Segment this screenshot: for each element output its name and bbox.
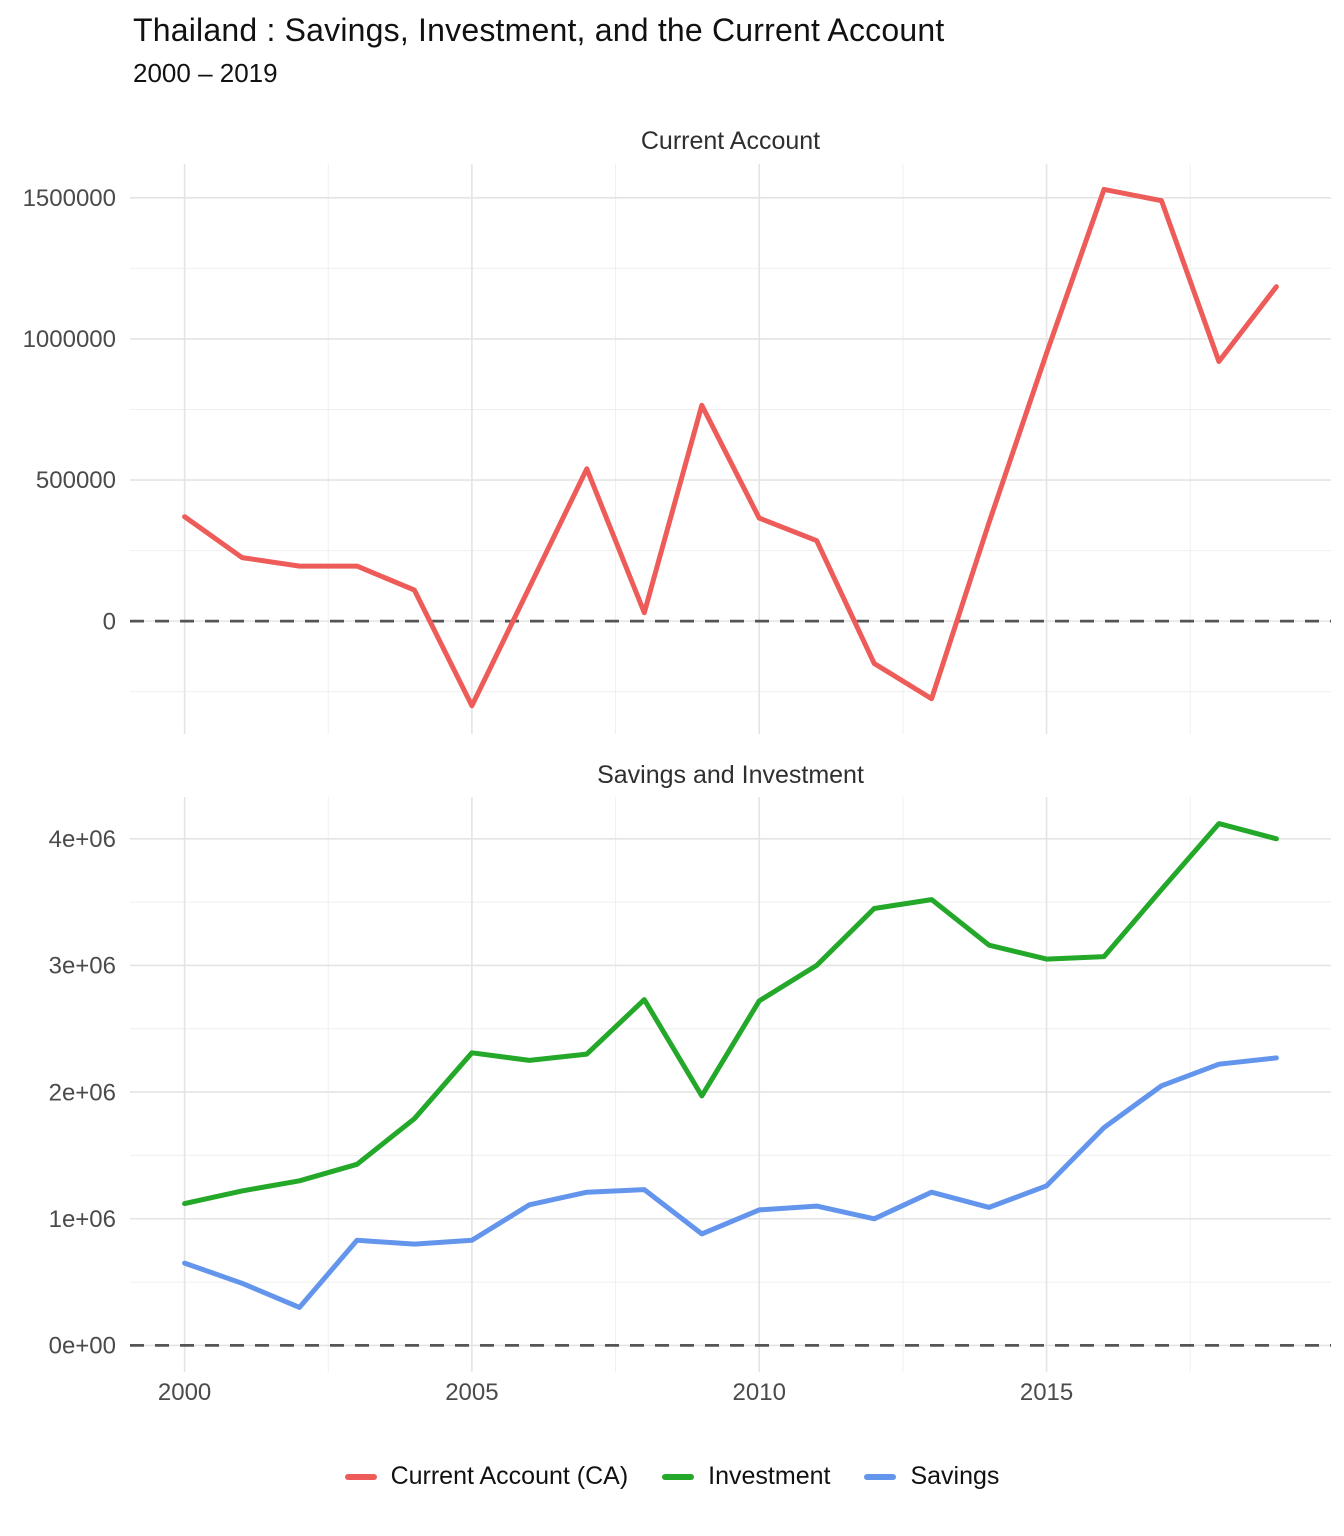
series-line-current-account-ca- <box>182 186 1279 709</box>
x-tick-label: 2000 <box>158 1379 211 1406</box>
y-tick-label: 1500000 <box>23 185 116 212</box>
series-line-investment <box>182 821 1279 1207</box>
legend-item-savings: Savings <box>864 1462 999 1491</box>
page-title: Thailand : Savings, Investment, and the … <box>133 12 945 48</box>
y-tick-label: 3e+06 <box>49 953 116 980</box>
panel-1: 0e+00 1e+06 2e+06 3e+06 4e+06 2000 2005 2010 201… <box>49 797 1331 1406</box>
x-tick-label: 2015 <box>1020 1379 1073 1406</box>
page-subtitle: 2000 – 2019 <box>133 58 278 88</box>
savings-line-swatch <box>864 1473 897 1480</box>
y-tick-label: 500000 <box>36 467 116 494</box>
y-tick-label: 2e+06 <box>49 1079 116 1106</box>
investment-line-swatch <box>662 1473 695 1480</box>
legend-label: Investment <box>708 1462 831 1490</box>
x-tick-label: 2010 <box>733 1379 786 1406</box>
series-line-savings <box>182 1055 1279 1310</box>
y-tick-label: 1000000 <box>23 326 116 353</box>
x-tick-label: 2005 <box>445 1379 498 1406</box>
chart-legend: Current Account (CA) Investment Savings <box>0 1462 1344 1491</box>
y-tick-label: 1e+06 <box>49 1206 116 1233</box>
y-tick-label: 0 <box>103 608 116 635</box>
y-tick-label: 0e+00 <box>49 1333 116 1360</box>
panel-0: 0 500000 1000000 1500000 <box>23 164 1331 734</box>
current-account-panel-title: Current Account <box>640 127 821 155</box>
current-account-line-swatch <box>344 1473 377 1480</box>
savings-investment-panel-title: Savings and Investment <box>597 761 864 789</box>
y-tick-label: 4e+06 <box>49 826 116 853</box>
legend-item-investment: Investment <box>662 1462 830 1491</box>
legend-label: Current Account (CA) <box>390 1462 629 1490</box>
legend-item-current-account: Current Account (CA) <box>344 1462 629 1491</box>
legend-label: Savings <box>910 1462 1000 1490</box>
